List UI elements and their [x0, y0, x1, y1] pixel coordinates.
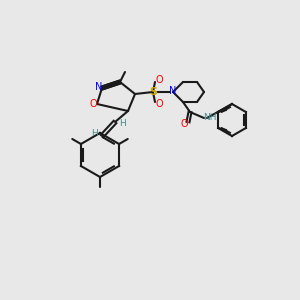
- Text: H: H: [118, 119, 125, 128]
- Text: O: O: [180, 119, 188, 129]
- Text: NH: NH: [203, 112, 217, 122]
- Text: O: O: [89, 99, 97, 109]
- Text: H: H: [92, 130, 98, 139]
- Text: O: O: [155, 75, 163, 85]
- Text: S: S: [149, 87, 157, 97]
- Text: O: O: [155, 99, 163, 109]
- Text: N: N: [95, 82, 103, 92]
- Text: N: N: [169, 86, 177, 96]
